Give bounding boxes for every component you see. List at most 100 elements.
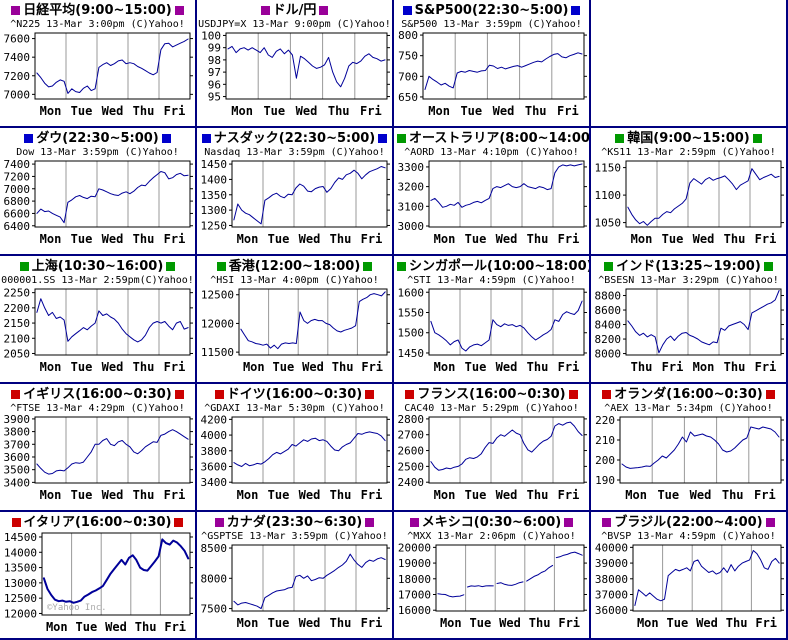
x-tick-label: Thu [133,488,155,502]
y-tick-label: 97 [208,66,221,79]
chart-link-gsptse[interactable]: 8500 8000 7500 Mon Tue Wed Thu Fri [198,543,391,633]
y-axis: 14500 14000 13500 13000 12500 12000 [4,531,193,620]
y-tick-label: 18000 [398,573,431,586]
accent-square-icon [405,390,415,399]
y-tick-label: 17000 [398,589,431,602]
y-tick-label: 210 [595,434,615,447]
x-tick-label: Thu [330,488,352,502]
chart-subtitle: S&P500 13-Mar 3:59pm (C)Yahoo! [401,19,582,30]
chart-title: シンガポール(10:00~18:00) [394,258,589,275]
x-tick-label: Wed [496,360,518,374]
y-axis: 4200 4000 3800 3600 3400 [201,415,390,489]
price-line [627,290,780,354]
market-name: イタリア [23,515,75,530]
y-tick-label: 14500 [4,531,37,544]
chart-link-mib[interactable]: 14500 14000 13500 13000 12500 12000 Mon Tue Wed T… [1,531,194,637]
y-tick-label: 3800 [201,445,228,458]
market-name: S&P500 [414,3,472,18]
plot-border [619,416,782,484]
x-tick-label: Tue [76,620,98,634]
x-tick-label: Wed [102,104,124,118]
chart-cell-dow: ダウ(22:30~5:00) Dow 13-Mar 3:59pm (C)Yahoo… [0,128,197,256]
accent-square-icon [763,262,773,271]
y-tick-label: 1550 [398,306,425,319]
trading-hours-label: (16:00~0:30) [75,387,172,402]
chart-link-ks11[interactable]: 1150 1100 1050 Mon Tue Wed Thu Fri [592,159,785,249]
x-tick-label: Tue [465,232,487,246]
day-gridlines [268,289,358,355]
price-line [36,38,189,94]
chart-title: S&P500(22:30~5:00) [394,2,589,19]
chart-title: オランダ(16:00~0:30) [591,386,786,403]
accent-square-icon [568,390,578,399]
x-tick-label: Wed [299,616,321,630]
y-tick-label: 2150 [4,317,31,330]
plot-border [34,416,191,484]
chart-link-aord[interactable]: 3300 3200 3100 3000 Mon Tue Wed Thu Fri [395,159,588,249]
accent-square-icon [378,134,388,143]
trading-hours-label: (9:00~15:00) [75,3,172,18]
chart-cell-hsi: 香港(12:00~18:00) ^HSI 13-Mar 4:00pm (C)Yah… [197,256,394,384]
accent-square-icon [214,518,224,527]
price-line [424,52,583,90]
chart-link-gdaxi[interactable]: 4200 4000 3800 3600 3400 Mon Tue Wed Thu Fri [198,415,391,505]
y-tick-label: 3300 [398,161,425,174]
y-tick-label: 13000 [4,577,37,590]
plot-border [625,160,782,228]
chart-cell-mxx: メキシコ(0:30~6:00) ^MXX 13-Mar 2:06pm (C)Yah… [394,512,591,640]
y-tick-label: 1500 [398,327,425,340]
y-tick-label: 14000 [4,546,37,559]
chart-link-mxx[interactable]: 20000 19000 18000 17000 16000 Mon Tue Wed Thu Fri [395,543,588,633]
chart-subtitle: ^BVSP 13-Mar 4:59pm (C)Yahoo! [601,531,776,542]
y-tick-label: 650 [398,91,418,104]
x-axis: Mon Tue Wed Thu Fri [40,360,186,374]
trading-hours-label: (22:30~5:00) [471,3,569,18]
y-tick-label: 8400 [595,319,622,332]
chart-subtitle: Nasdaq 13-Mar 3:59pm (C)Yahoo! [204,147,385,158]
x-axis: Thu Fri Mon Thu Fri [631,360,777,374]
chart-link-hsi[interactable]: 12500 12000 11500 Mon Tue Wed Thu Fri [198,287,391,377]
x-tick-label: Thu [724,360,746,374]
day-gridlines [465,545,555,611]
y-tick-label: 1450 [201,159,228,171]
y-axis: 7600 7400 7200 7000 [4,33,193,101]
y-tick-label: 3600 [201,461,228,474]
chart-link-n225[interactable]: 7600 7400 7200 7000 Mon Tue Wed Thu Fri [1,31,194,121]
accent-square-icon [24,134,34,143]
y-tick-label: 2200 [4,302,31,315]
x-axis: Mon Tue Wed Thu Fri [440,616,580,630]
x-tick-label: Tue [667,616,689,630]
chart-link-nasdaq[interactable]: 1450 1400 1350 1300 1250 Mon Tue Wed Thu Fri [198,159,391,249]
chart-link-shanghai[interactable]: 2250 2200 2150 2100 2050 Mon Tue Wed Thu Fri [1,287,194,377]
accent-square-icon [19,262,29,271]
y-tick-label: 7000 [4,183,31,196]
trading-hours-label: (10:30~16:00) [57,259,164,274]
x-tick-label: Wed [493,104,515,118]
plot-border [34,32,191,100]
chart-link-sp500[interactable]: 800 750 700 650 Mon Tue Wed Thu Fri [395,31,588,121]
x-axis: Mon Tue Wed Thu Fri [631,232,777,246]
x-tick-label: Wed [499,616,521,630]
plot-border [231,416,388,484]
x-tick-label: Wed [299,488,321,502]
chart-link-sti[interactable]: 1600 1550 1500 1450 Mon Tue Wed Thu Fri [395,287,588,377]
price-line [227,45,386,88]
chart-link-bvsp[interactable]: 40000 39000 38000 37000 36000 Mon Tue Wed Thu Fri [592,543,785,633]
chart-subtitle: ^KS11 13-Mar 2:59pm (C)Yahoo! [601,147,776,158]
chart-link-aex[interactable]: 220 210 200 190 Mon Tue Wed Thu Fri [592,415,785,505]
x-tick-label: Thu [332,360,354,374]
x-tick-label: Mon [637,616,659,630]
y-tick-label: 38000 [595,573,628,586]
y-tick-label: 40000 [595,543,628,554]
chart-link-cac40[interactable]: 2800 2700 2600 2500 2400 Mon Tue Wed Thu Fri [395,415,588,505]
price-line [430,300,583,352]
y-axis: 800 750 700 650 [398,31,587,104]
chart-title: ダウ(22:30~5:00) [0,130,195,147]
x-tick-label: Tue [465,360,487,374]
day-gridlines [262,161,357,227]
y-tick-label: 2400 [398,476,425,489]
